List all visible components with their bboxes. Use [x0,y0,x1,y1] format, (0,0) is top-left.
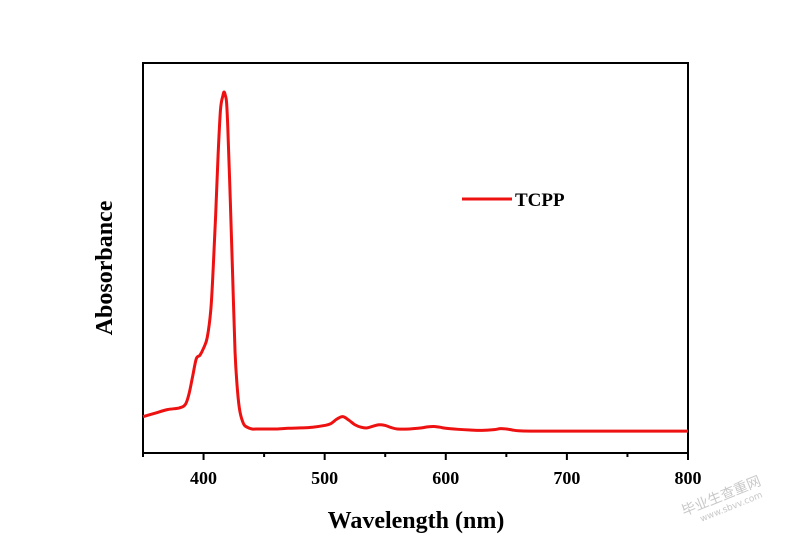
x-tick-label-500: 500 [311,468,338,488]
plot-border [142,62,689,454]
x-tick-label-400: 400 [190,468,217,488]
series-line-tcpp [142,90,688,433]
y-axis-title: Abosorbance [92,200,118,335]
x-axis-ticks: 400 500 600 700 800 [142,453,702,488]
x-axis-title: Wavelength (nm) [328,508,505,534]
series-layer [142,90,688,433]
legend: TCPP [462,190,565,211]
x-tick-label-800: 800 [675,468,702,488]
legend-label-tcpp: TCPP [515,190,565,211]
x-tick-label-600: 600 [432,468,459,488]
x-tick-label-700: 700 [553,468,580,488]
plot-frame [142,62,689,454]
